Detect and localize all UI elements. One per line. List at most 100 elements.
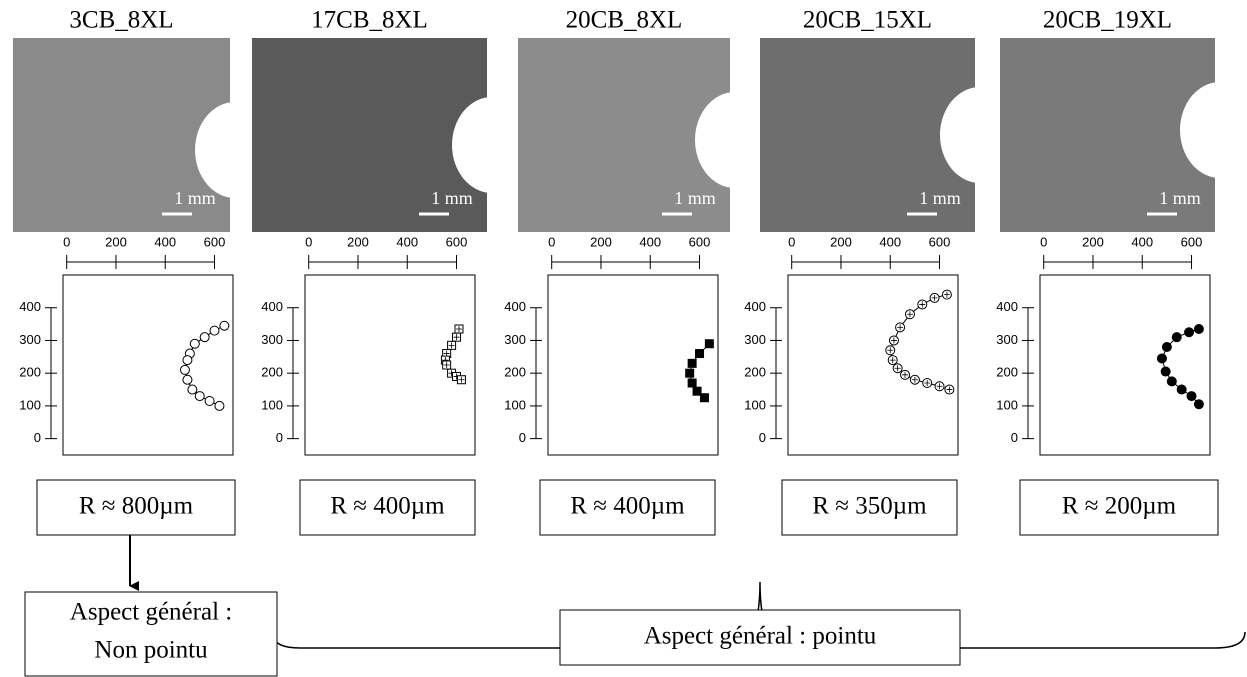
marker-cross [911,376,918,383]
scale-label: 1 mm [431,188,473,208]
marker-cross [443,350,450,357]
marker-cross [458,376,465,383]
data-point [1176,384,1187,395]
y-tick-label: 100 [19,397,41,412]
marker-cross [946,386,953,393]
y-tick-label: 100 [504,397,526,412]
panel-title: 17CB_8XL [311,7,428,34]
data-point [1166,376,1177,387]
plot-area [547,274,719,456]
marker-cross [889,357,896,364]
profile-line [1161,328,1200,405]
data-point [704,339,714,349]
micrograph [252,38,487,232]
x-tick-label: 0 [1040,234,1047,249]
x-tick-label: 600 [1181,234,1203,249]
data-point [209,325,220,336]
y-tick-label: 100 [996,397,1018,412]
panel-title: 20CB_19XL [1043,7,1172,34]
x-tick-label: 600 [204,234,226,249]
marker-cross [902,371,909,378]
notch [452,97,532,193]
x-tick-label: 0 [63,234,70,249]
x-tick-label: 0 [305,234,312,249]
data-point [695,349,705,359]
scale-label: 1 mm [174,188,216,208]
data-point [1161,342,1172,352]
y-tick-label: 0 [1011,430,1018,445]
data-point [189,338,200,349]
panel-title: 20CB_15XL [803,7,932,34]
notch [695,92,775,188]
radius-box [36,479,236,536]
micrograph [518,38,730,232]
y-tick-label: 100 [261,397,283,412]
x-tick-label: 200 [590,234,612,249]
data-point [1193,324,1204,334]
marker-cross [890,337,897,344]
scale-label: 1 mm [919,188,961,208]
plot-area [304,274,476,456]
marker-cross [894,365,901,372]
conclusion-text: Aspect général : [70,599,232,626]
y-tick-label: 100 [744,397,766,412]
data-point [179,364,190,375]
radius-box [1019,479,1219,536]
conclusion-box [24,591,278,677]
y-tick-label: 0 [519,430,526,445]
marker-cross [453,334,460,341]
x-tick-label: 200 [1082,234,1104,249]
marker-cross [448,342,455,349]
y-tick-label: 200 [261,365,283,380]
data-point [1184,327,1195,338]
y-tick-label: 300 [261,332,283,347]
radius-box [539,479,716,536]
data-point [692,386,702,396]
panel-title: 20CB_8XL [566,7,683,34]
scale-label: 1 mm [1159,188,1201,208]
x-tick-label: 400 [1131,234,1153,249]
x-tick-label: 600 [689,234,711,249]
y-tick-label: 200 [996,365,1018,380]
data-point [1156,353,1167,364]
marker-cross [943,291,950,298]
conclusion-text: Aspect général : pointu [644,623,877,650]
x-tick-label: 200 [830,234,852,249]
plot-area [787,274,959,456]
data-point [219,320,230,331]
y-tick-label: 200 [744,365,766,380]
y-tick-label: 0 [34,430,41,445]
y-tick-label: 200 [19,365,41,380]
data-point [687,358,697,368]
profile-line [889,294,950,391]
marker-cross [887,347,894,354]
brace [271,581,1246,649]
y-tick-label: 300 [19,332,41,347]
radius-label: R ≈ 800µm [79,493,194,520]
data-point [194,391,205,402]
marker-cross [897,324,904,331]
notch [1180,82,1247,178]
micrograph [760,38,975,232]
data-point [1160,366,1171,377]
data-point [1193,399,1204,410]
scale-label: 1 mm [674,188,716,208]
y-tick-label: 300 [996,332,1018,347]
data-point [214,400,225,411]
x-tick-label: 600 [446,234,468,249]
x-tick-label: 200 [347,234,369,249]
radius-label: R ≈ 400µm [570,493,685,520]
x-tick-label: 400 [396,234,418,249]
radius-box [299,479,476,536]
data-point [687,378,697,388]
y-tick-label: 400 [996,299,1018,314]
y-tick-label: 400 [744,299,766,314]
marker-cross [936,383,943,390]
marker-cross [919,301,926,308]
x-tick-label: 400 [154,234,176,249]
micrograph [1000,38,1215,232]
radius-label: R ≈ 350µm [812,493,927,520]
y-tick-label: 400 [19,299,41,314]
y-tick-label: 200 [504,365,526,380]
